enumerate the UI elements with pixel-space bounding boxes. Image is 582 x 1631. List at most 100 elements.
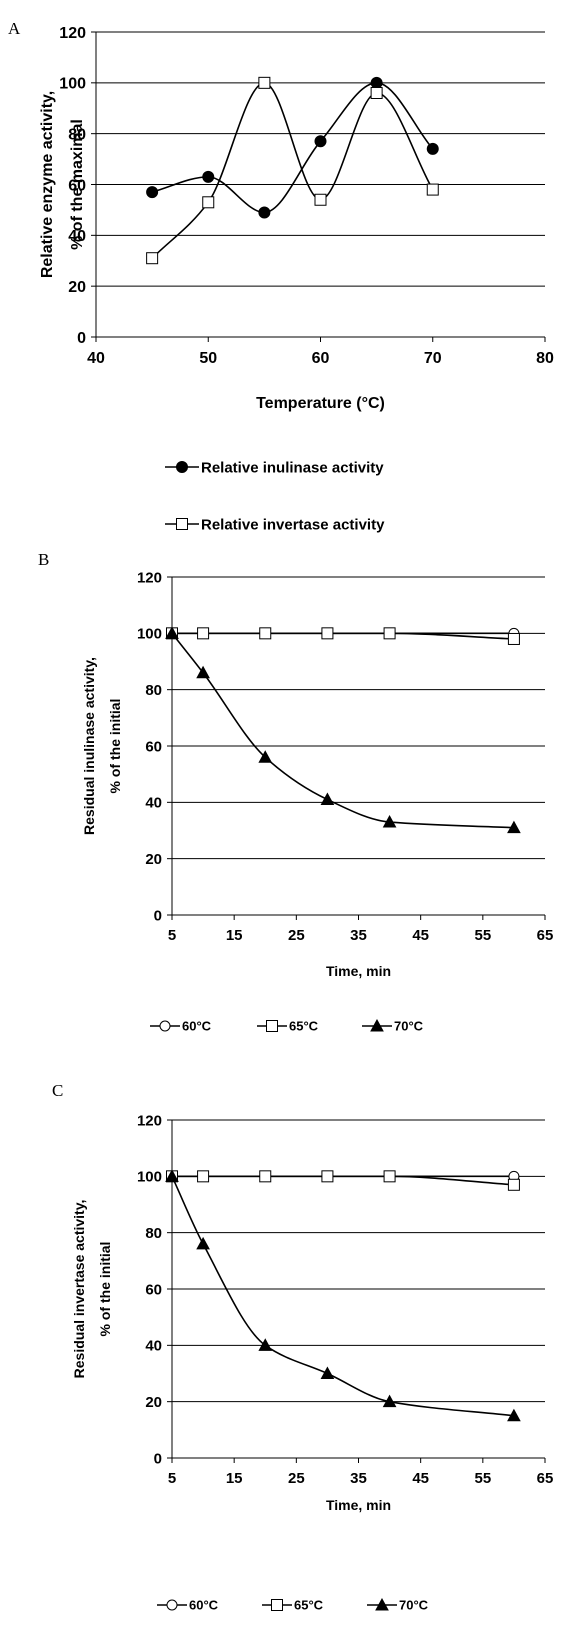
y-tick-label: 80 <box>145 682 162 699</box>
y-tick-label: 100 <box>137 626 162 643</box>
data-point <box>202 196 215 209</box>
legend-marker <box>176 518 188 530</box>
y-tick-label: 40 <box>145 1338 162 1355</box>
y-axis-title: Residual inulinase activity, <box>81 657 97 835</box>
x-tick-label: 65 <box>537 1470 554 1487</box>
data-point <box>426 142 439 155</box>
data-point <box>258 750 273 763</box>
data-point <box>202 170 215 183</box>
x-tick-label: 40 <box>87 350 105 367</box>
y-axis-title: % of the initial <box>97 1242 113 1337</box>
y-tick-label: 40 <box>68 228 86 245</box>
data-point <box>259 1170 272 1183</box>
x-axis-title: Time, min <box>326 1497 391 1513</box>
x-tick-label: 65 <box>537 927 554 944</box>
legend-entry: 70°C <box>367 1598 429 1613</box>
panel-label: B <box>38 550 49 569</box>
x-tick-label: 70 <box>424 350 442 367</box>
x-tick-label: 5 <box>168 927 176 944</box>
legend-label: 60°C <box>182 1019 212 1034</box>
x-tick-label: 25 <box>288 927 305 944</box>
legend-entry: Relative invertase activity <box>165 516 385 533</box>
legend-label: 65°C <box>289 1019 319 1034</box>
y-tick-label: 20 <box>68 279 86 296</box>
x-tick-label: 35 <box>350 1470 367 1487</box>
data-point <box>507 1178 520 1191</box>
legend-entry: 70°C <box>362 1019 424 1034</box>
legend-marker <box>271 1599 283 1611</box>
data-point <box>314 193 327 206</box>
y-tick-label: 20 <box>145 1394 162 1411</box>
x-tick-label: 5 <box>168 1470 176 1487</box>
x-tick-label: 15 <box>226 1470 243 1487</box>
data-point <box>314 135 327 148</box>
legend-marker <box>176 461 188 473</box>
data-point <box>507 820 521 834</box>
data-point <box>320 792 335 806</box>
data-point <box>507 632 520 645</box>
data-point <box>320 1366 335 1379</box>
y-tick-label: 100 <box>59 76 86 93</box>
y-axis-title: % of the initial <box>107 699 123 794</box>
series-line <box>171 1175 515 1417</box>
data-point <box>165 1169 179 1182</box>
legend-entry: Relative inulinase activity <box>165 459 384 476</box>
y-axis-title: % of the maximal <box>69 119 86 250</box>
y-axis-title: Residual invertase activity, <box>71 1200 87 1379</box>
data-point <box>382 1394 397 1408</box>
data-point <box>382 815 397 828</box>
series-line <box>171 632 514 829</box>
legend-label: 70°C <box>399 1598 429 1613</box>
data-point <box>196 665 210 679</box>
legend-entry: 65°C <box>262 1598 324 1613</box>
y-tick-label: 120 <box>59 25 86 42</box>
data-point <box>165 626 179 639</box>
chart-panel-c: C 0 20 40 60 80 100 120 5 15 25 35 45 55 65 Residual in… <box>52 1081 553 1613</box>
legend-entry: 60°C <box>157 1598 219 1613</box>
series-line <box>151 82 434 259</box>
y-tick-label: 0 <box>77 330 86 347</box>
data-point <box>383 1170 396 1183</box>
data-point <box>321 1170 334 1183</box>
panel-label: A <box>8 19 21 38</box>
data-point <box>258 1338 273 1351</box>
x-tick-label: 35 <box>350 927 367 944</box>
y-tick-label: 80 <box>68 126 86 143</box>
x-tick-label: 45 <box>412 1470 429 1487</box>
x-tick-label: 50 <box>199 350 217 367</box>
y-tick-label: 60 <box>145 738 162 755</box>
y-tick-label: 100 <box>137 1169 162 1186</box>
chart-panel-a: A 0 20 40 60 80 100 120 40 50 60 70 80 Relative enzym… <box>8 19 554 533</box>
data-point <box>370 87 383 99</box>
y-tick-label: 80 <box>145 1225 162 1242</box>
y-axis-title: Relative enzyme activity, <box>39 91 56 278</box>
data-point <box>258 76 271 89</box>
y-tick-label: 120 <box>137 1112 162 1129</box>
legend-marker <box>370 1018 384 1032</box>
data-point <box>426 183 439 196</box>
data-point <box>197 627 210 640</box>
x-axis-title: Temperature (°C) <box>256 395 385 412</box>
y-tick-label: 20 <box>145 851 162 868</box>
x-tick-label: 55 <box>474 927 491 944</box>
legend-entry: 65°C <box>257 1019 319 1034</box>
legend-marker <box>375 1597 389 1611</box>
data-point <box>321 627 334 640</box>
y-tick-label: 0 <box>154 1450 162 1467</box>
legend-marker <box>166 1599 178 1611</box>
x-tick-label: 80 <box>536 350 554 367</box>
data-point <box>146 186 159 199</box>
x-tick-label: 60 <box>312 350 330 367</box>
data-point <box>259 627 272 640</box>
y-tick-label: 40 <box>145 795 162 812</box>
legend-label: 65°C <box>294 1598 324 1613</box>
legend-entry: 60°C <box>150 1019 212 1034</box>
x-tick-label: 15 <box>226 927 243 944</box>
legend-label: 60°C <box>189 1598 219 1613</box>
legend-label: Relative invertase activity <box>201 516 385 533</box>
legend-marker <box>159 1020 171 1032</box>
x-tick-label: 55 <box>474 1470 491 1487</box>
data-point <box>507 1408 521 1422</box>
data-point <box>370 76 383 89</box>
